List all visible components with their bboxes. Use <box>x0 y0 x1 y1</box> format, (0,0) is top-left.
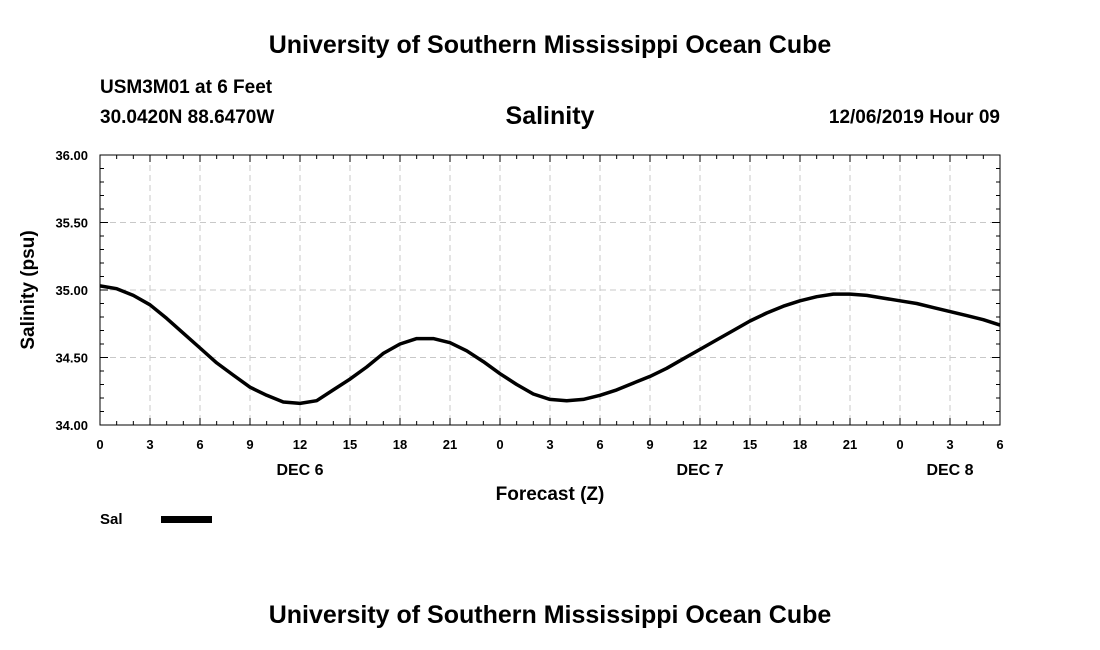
x-tick-label: 18 <box>793 437 807 452</box>
x-tick-label: 21 <box>843 437 857 452</box>
station-label: USM3M01 at 6 Feet <box>100 77 273 98</box>
coordinates-label: 30.0420N 88.6470W <box>100 107 275 128</box>
legend-swatch-sal <box>161 516 212 523</box>
y-tick-label: 36.00 <box>55 148 88 163</box>
x-tick-label: 15 <box>743 437 757 452</box>
series-line-sal <box>99 284 1001 406</box>
x-day-label: DEC 6 <box>276 462 323 479</box>
page-title: University of Southern Mississippi Ocean… <box>268 31 832 59</box>
x-tick-label: 15 <box>343 437 357 452</box>
tick-labels: 0 3 6 9 12 15 18 21 0 3 6 9 12 15 18 21 0 3 6 DEC 6 DEC 7 DEC… <box>55 148 1003 479</box>
x-tick-label: 6 <box>596 437 603 452</box>
x-tick-label: 18 <box>393 437 407 452</box>
x-tick-label: 3 <box>946 437 953 452</box>
x-tick-label: 6 <box>996 437 1003 452</box>
chart-title: Salinity <box>505 102 595 130</box>
x-tick-label: 3 <box>546 437 553 452</box>
x-tick-label: 0 <box>496 437 503 452</box>
footer-title: University of Southern Mississippi Ocean… <box>268 601 832 629</box>
x-day-label: DEC 8 <box>926 462 973 479</box>
axis-ticks <box>99 154 1001 426</box>
x-tick-label: 12 <box>293 437 307 452</box>
x-tick-label: 0 <box>896 437 903 452</box>
x-axis-title: Forecast (Z) <box>496 484 605 505</box>
y-tick-label: 35.00 <box>55 283 88 298</box>
x-tick-label: 9 <box>646 437 653 452</box>
x-tick-label: 12 <box>693 437 707 452</box>
y-axis-title: Salinity (psu) <box>18 230 39 349</box>
y-tick-label: 34.00 <box>55 418 88 433</box>
x-tick-label: 21 <box>443 437 457 452</box>
x-tick-label: 6 <box>196 437 203 452</box>
legend: Sal <box>100 511 212 528</box>
x-tick-label: 3 <box>146 437 153 452</box>
x-tick-label: 0 <box>96 437 103 452</box>
y-tick-label: 35.50 <box>55 216 88 231</box>
plot-frame <box>99 154 1001 426</box>
legend-label-sal: Sal <box>100 511 123 528</box>
grid <box>100 155 1000 425</box>
x-tick-label: 9 <box>246 437 253 452</box>
x-day-label: DEC 7 <box>676 462 723 479</box>
datetime-label: 12/06/2019 Hour 09 <box>828 107 1000 128</box>
y-tick-label: 34.50 <box>55 351 88 366</box>
